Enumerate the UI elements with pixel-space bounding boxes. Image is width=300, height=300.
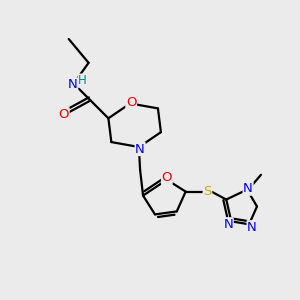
Text: N: N bbox=[68, 78, 78, 91]
Text: S: S bbox=[203, 185, 212, 198]
Text: O: O bbox=[162, 171, 172, 184]
Text: N: N bbox=[224, 218, 233, 231]
Text: O: O bbox=[58, 108, 69, 121]
Text: H: H bbox=[78, 74, 87, 87]
Text: N: N bbox=[247, 221, 257, 234]
Text: N: N bbox=[243, 182, 253, 195]
Text: N: N bbox=[135, 142, 145, 155]
Text: O: O bbox=[126, 96, 136, 109]
